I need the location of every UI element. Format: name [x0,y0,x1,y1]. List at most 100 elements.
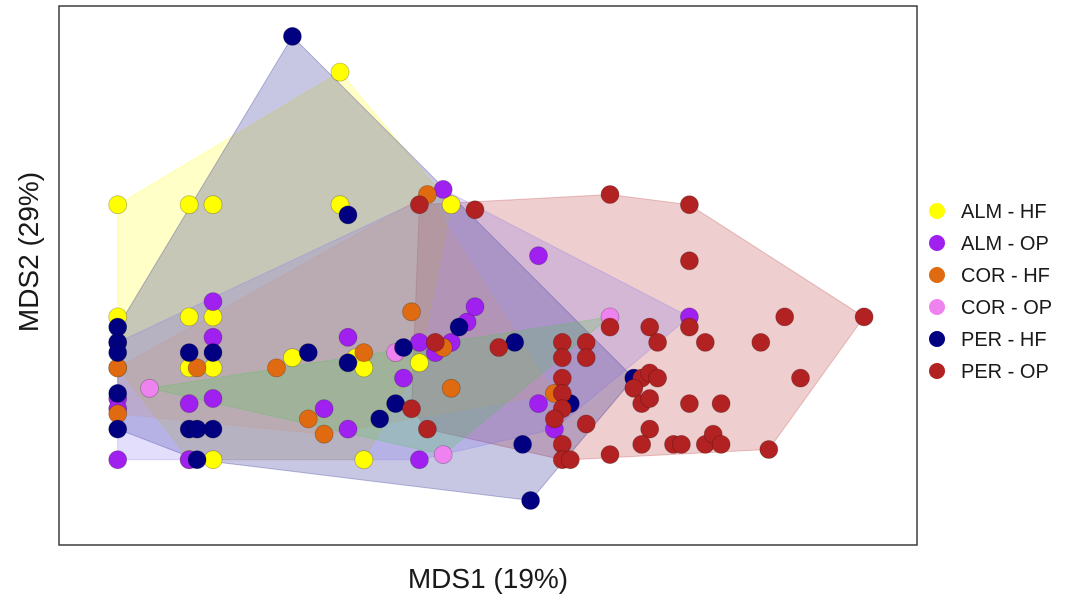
point-per-hf [179,343,199,363]
legend: ALM - HF ALM - OP COR - HF COR - OP PER - HF… [929,201,1052,383]
points-layer [108,27,874,510]
point-per-op [489,338,509,357]
point-per-op [680,317,699,337]
point-cor-op [140,378,159,398]
point-per-op [600,185,620,204]
point-per-op [751,332,771,352]
point-per-hf [187,450,207,470]
point-per-op [791,368,810,388]
point-cor-hf [402,302,421,322]
point-per-hf [338,353,358,373]
point-per-op [560,450,580,470]
point-per-op [680,195,699,215]
point-per-op [711,394,731,414]
point-per-op [409,195,429,215]
point-per-hf [449,317,469,337]
point-cor-op [433,445,453,465]
point-per-hf [338,205,358,225]
point-per-hf [505,332,525,352]
point-per-op [545,409,564,429]
point-per-op [640,389,660,408]
point-per-op [417,419,437,439]
legend-swatch-alm-hf [929,203,945,219]
point-per-op [402,399,421,419]
point-per-op [600,317,620,337]
point-alm-op [394,368,413,388]
point-per-hf [187,419,207,439]
point-per-op [648,368,667,388]
point-alm-hf [354,450,374,470]
point-alm-hf [282,348,302,368]
legend-swatch-per-hf [929,331,945,347]
point-alm-op [338,327,358,347]
point-per-op [648,332,667,352]
point-alm-hf [203,450,223,470]
point-per-hf [298,343,318,363]
point-per-hf [108,343,128,363]
point-cor-hf [298,409,318,429]
legend-label-alm-hf: ALM - HF [961,201,1047,223]
point-alm-op [179,394,199,414]
point-alm-op [433,179,453,199]
point-alm-op [409,450,429,470]
point-per-op [854,307,874,327]
legend-label-cor-op: COR - OP [961,297,1052,319]
legend-label-per-op: PER - OP [961,361,1049,383]
legend-label-per-hf: PER - HF [961,329,1047,351]
point-alm-op [529,246,548,266]
point-alm-op [529,394,548,414]
point-per-hf [513,434,532,454]
point-per-hf [394,338,413,357]
point-per-op [775,307,795,327]
point-per-op [711,434,731,454]
point-per-hf [282,27,302,46]
point-alm-op [314,399,334,419]
point-per-op [576,414,596,434]
point-per-op [672,434,691,454]
legend-label-alm-op: ALM - OP [961,233,1049,255]
point-alm-hf [179,307,199,327]
point-cor-hf [354,343,374,363]
hull-per-op [410,193,865,461]
point-alm-hf [179,195,199,215]
point-alm-hf [108,195,128,215]
point-per-op [680,251,699,271]
point-alm-op [203,389,223,408]
point-per-op [640,419,660,439]
legend-swatch-cor-hf [929,267,945,283]
point-alm-hf [203,195,223,215]
point-per-hf [108,419,128,439]
legend-swatch-per-op [929,363,945,379]
point-cor-hf [187,358,207,378]
legend-label-cor-hf: COR - HF [961,265,1050,287]
point-alm-hf [441,195,461,215]
point-per-op [465,200,485,220]
point-per-hf [203,343,223,363]
point-per-hf [386,394,406,414]
x-axis-title: MDS1 (19%) [408,563,568,594]
point-cor-hf [441,378,461,398]
point-per-hf [108,383,128,403]
point-alm-op [203,292,223,312]
point-alm-hf [409,353,429,373]
point-per-op [640,317,660,337]
point-per-hf [203,419,223,439]
point-per-op [624,378,644,398]
point-per-op [600,445,620,465]
point-alm-op [338,419,358,439]
point-per-op [632,434,652,454]
point-alm-op [465,297,485,317]
point-per-hf [370,409,390,429]
point-cor-hf [267,358,286,378]
point-alm-hf [330,62,350,82]
point-per-op [576,348,596,368]
point-per-op [759,440,779,459]
point-cor-hf [314,424,334,444]
point-per-op [695,332,715,352]
y-axis-title: MDS2 (29%) [13,172,44,332]
point-per-hf [521,491,540,510]
legend-swatch-alm-op [929,235,945,251]
legend-swatch-cor-op [929,299,945,315]
point-alm-op [108,450,128,470]
